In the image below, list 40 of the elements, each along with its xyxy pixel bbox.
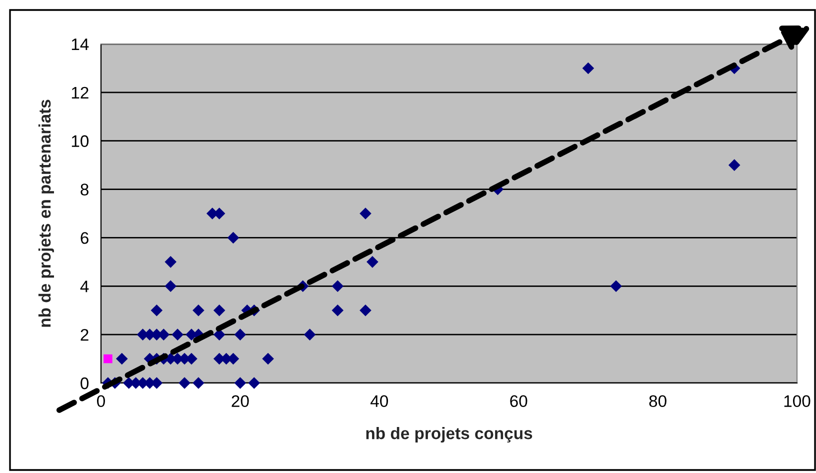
point	[582, 62, 594, 74]
y-tick-label: 4	[80, 280, 89, 292]
point	[164, 256, 176, 268]
point	[234, 377, 246, 389]
x-tick-label: 20	[232, 395, 249, 408]
point	[172, 328, 184, 340]
y-tick-label: 14	[72, 38, 89, 50]
x-tick-label: 80	[649, 395, 666, 408]
point	[248, 377, 260, 389]
point	[304, 328, 316, 340]
y-tick-label: 6	[80, 232, 88, 244]
point	[192, 377, 204, 389]
y-tick-label: 12	[72, 86, 88, 98]
point	[360, 208, 372, 220]
point	[728, 159, 740, 171]
y-tick-label: 0	[80, 377, 89, 390]
y-axis-title: nb de projets en partenariats	[38, 100, 54, 327]
x-tick-label: 0	[97, 395, 105, 408]
y-tick-label: 8	[80, 184, 88, 196]
point	[213, 304, 226, 316]
point	[332, 304, 344, 316]
point	[104, 354, 112, 364]
point	[164, 280, 176, 292]
x-tick-label: 40	[370, 395, 388, 408]
x-axis-title: nb de projets conçus	[366, 427, 532, 443]
point	[150, 304, 163, 316]
point	[227, 232, 240, 244]
y-tick-label: 2	[80, 328, 88, 341]
point	[234, 328, 246, 340]
point	[116, 352, 128, 365]
x-tick-label: 100	[784, 395, 810, 408]
x-tick-label: 60	[510, 395, 528, 408]
point	[610, 280, 622, 292]
point	[262, 352, 274, 365]
point	[192, 304, 204, 316]
point	[366, 256, 378, 268]
point	[178, 377, 190, 389]
point	[360, 304, 372, 316]
point	[332, 280, 344, 292]
y-tick-label: 10	[72, 135, 89, 148]
